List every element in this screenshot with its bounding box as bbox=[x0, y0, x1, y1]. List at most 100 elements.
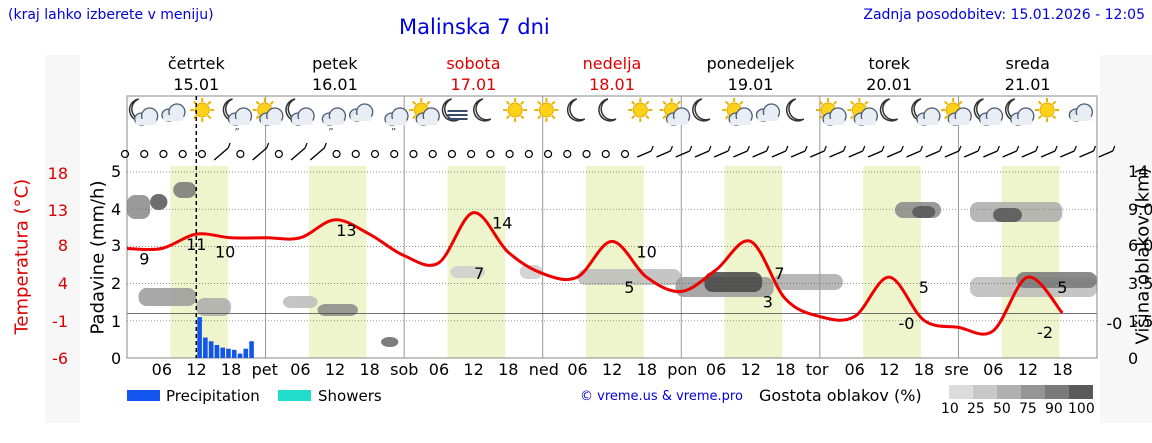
calm-wind-icon bbox=[467, 149, 476, 159]
axis-tick: 1.5 bbox=[1128, 312, 1152, 331]
temperature-label: 5 bbox=[919, 278, 929, 297]
cloud-patch bbox=[282, 296, 318, 308]
cloud-patch bbox=[1016, 272, 1097, 288]
precipitation-bar bbox=[214, 344, 220, 358]
temperature-label: 3 bbox=[763, 293, 773, 312]
density-tick: 90 bbox=[1045, 401, 1063, 417]
x-tick: 12 bbox=[602, 360, 623, 379]
moon-icon bbox=[566, 98, 586, 122]
svg-text:”: ” bbox=[235, 127, 240, 138]
day-header: nedelja 18.01 bbox=[552, 53, 672, 95]
density-tick: 50 bbox=[993, 401, 1011, 417]
cloud-density-legend-title: Gostota oblakov (%) bbox=[759, 386, 922, 405]
day-name: nedelja bbox=[582, 54, 642, 73]
density-tick: 25 bbox=[967, 401, 985, 417]
precipitation-bar bbox=[237, 353, 243, 358]
wind-barb-icon bbox=[1098, 150, 1114, 158]
x-tick: 06 bbox=[705, 360, 727, 379]
wind-barb-icon bbox=[1016, 145, 1020, 152]
calm-wind-icon bbox=[197, 149, 207, 159]
wind-row bbox=[120, 142, 1116, 161]
calm-wind-icon bbox=[486, 149, 495, 159]
cloud-icon bbox=[161, 103, 186, 122]
calm-wind-icon bbox=[370, 149, 380, 159]
precipitation-legend: Precipitation bbox=[166, 387, 260, 405]
temperature-label: 13 bbox=[336, 221, 356, 240]
wind-barb-icon bbox=[848, 150, 864, 158]
weather-icons-row: ” ” ” bbox=[128, 98, 1094, 138]
day-date: 18.01 bbox=[589, 75, 635, 94]
wind-barb-icon bbox=[958, 145, 962, 152]
x-tick: 18 bbox=[913, 360, 935, 379]
density-swatch bbox=[997, 385, 1021, 399]
wind-barb-icon bbox=[650, 145, 654, 152]
sun-cloud-icon bbox=[941, 98, 972, 126]
temperature-label: -0 bbox=[898, 314, 914, 333]
wind-barb-icon bbox=[939, 145, 943, 152]
wind-barb-icon bbox=[733, 150, 748, 158]
x-tick: sre bbox=[944, 360, 969, 379]
day-date: 20.01 bbox=[866, 75, 913, 94]
axis-tick: 0 bbox=[1128, 349, 1139, 368]
density-swatch bbox=[1069, 385, 1093, 399]
axis-tick: 0 bbox=[111, 349, 122, 368]
plot-frame bbox=[126, 95, 1098, 359]
calm-wind-icon bbox=[582, 149, 591, 159]
day-header: torek 20.01 bbox=[829, 53, 949, 95]
wind-barb-icon bbox=[983, 150, 998, 158]
wind-barb-icon bbox=[675, 150, 690, 158]
cloud-patch bbox=[138, 288, 197, 306]
temperature-line-group bbox=[126, 211, 1064, 336]
day-header: petek 16.01 bbox=[275, 53, 395, 95]
x-tick: 18 bbox=[775, 360, 796, 379]
wind-barb-icon bbox=[919, 145, 924, 152]
day-header: sobota 17.01 bbox=[413, 53, 533, 95]
day-header: ponedeljek 19.01 bbox=[691, 53, 811, 95]
calm-wind-icon bbox=[505, 149, 514, 159]
temperature-label: 10 bbox=[215, 242, 235, 261]
moon-cloud-rain-icon: ” bbox=[222, 98, 253, 138]
moon-icon bbox=[473, 98, 492, 122]
wind-barb-icon bbox=[886, 150, 902, 158]
wind-barb-icon bbox=[1002, 150, 1017, 158]
density-tick: 100 bbox=[1068, 401, 1095, 417]
x-tick: 12 bbox=[879, 360, 900, 379]
x-tick: tor bbox=[805, 360, 829, 379]
cloud-patch bbox=[450, 266, 485, 278]
cloud-patch bbox=[127, 195, 151, 219]
daylight-band bbox=[308, 166, 367, 358]
calm-wind-icon bbox=[274, 149, 283, 159]
wind-barb-icon bbox=[304, 142, 308, 149]
day-name: petek bbox=[312, 54, 358, 73]
precipitation-bar bbox=[231, 349, 237, 358]
axis-tick: 13 bbox=[47, 201, 68, 220]
cloud-patch bbox=[773, 274, 843, 290]
calm-wind-icon bbox=[140, 149, 149, 159]
wind-barb-icon bbox=[708, 145, 712, 152]
wind-barb-icon bbox=[1054, 145, 1058, 152]
wind-barb-icon bbox=[823, 145, 827, 152]
cloud-patch bbox=[993, 208, 1022, 222]
day-name: sreda bbox=[1005, 54, 1050, 73]
axis-tick: 5 bbox=[111, 162, 122, 181]
calm-wind-icon bbox=[178, 149, 187, 159]
x-tick: 06 bbox=[151, 360, 172, 379]
wind-barb-icon bbox=[842, 145, 847, 152]
moon-fog-icon bbox=[441, 98, 468, 122]
wind-barb-icon bbox=[862, 145, 866, 152]
precipitation-bar bbox=[197, 317, 202, 358]
copyright[interactable]: © vreme.us & vreme.pro bbox=[580, 389, 743, 404]
cloud-patch bbox=[173, 182, 197, 198]
cloud-icon bbox=[1068, 103, 1094, 122]
sun-cloud-icon bbox=[722, 98, 753, 126]
calm-wind-icon bbox=[332, 149, 341, 159]
axis-tick: 1 bbox=[111, 312, 122, 331]
density-tick: 10 bbox=[941, 401, 959, 417]
x-tick: sob bbox=[390, 360, 419, 379]
wind-barb-icon bbox=[636, 150, 652, 158]
wind-barb-icon bbox=[944, 150, 960, 158]
wind-barb-icon bbox=[785, 145, 789, 152]
x-tick: 18 bbox=[498, 360, 519, 379]
calm-wind-icon bbox=[428, 149, 437, 159]
location-menu-note[interactable]: (kraj lahko izberete v meniju) bbox=[8, 7, 214, 23]
